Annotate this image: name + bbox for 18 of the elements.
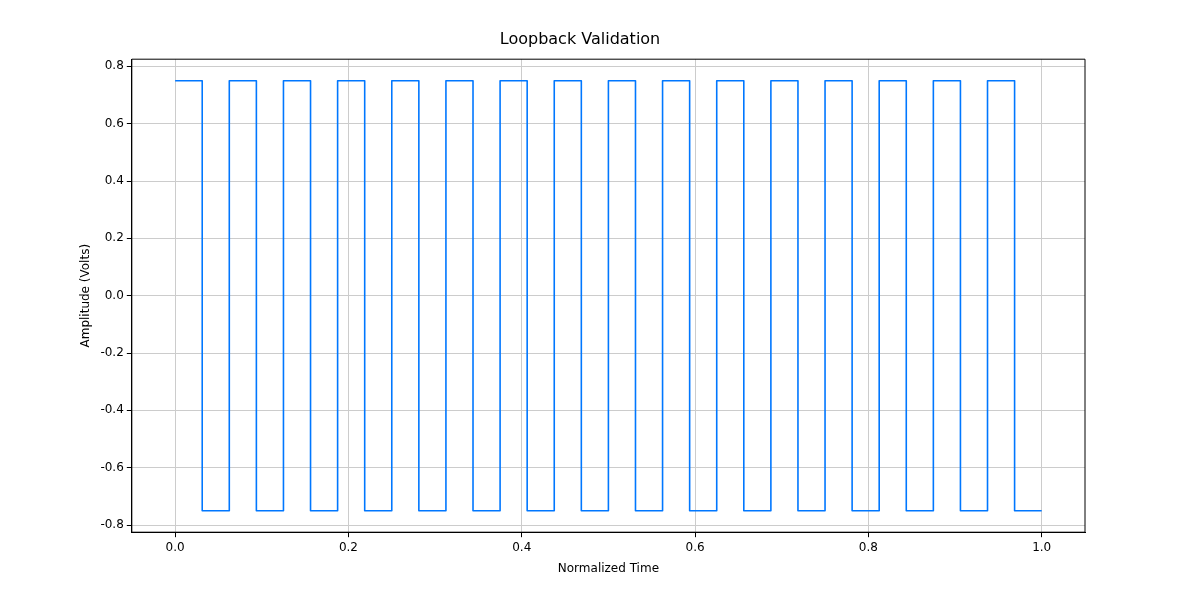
x-tick-label: 0.8 <box>858 539 878 554</box>
y-tick-label: -0.6 <box>100 459 124 474</box>
x-tick-label: 0.4 <box>512 539 532 554</box>
y-tick-label: 0.8 <box>104 58 124 73</box>
y-tick-label: 0.2 <box>104 230 124 245</box>
y-axis-title: Amplitude (Volts) <box>78 243 93 348</box>
x-tick-label: 0.2 <box>338 539 358 554</box>
chart-title: Loopback Validation <box>499 28 661 48</box>
y-tick-label: -0.8 <box>100 517 124 532</box>
y-tick-label: 0.6 <box>104 115 124 130</box>
y-tick-label: 0.0 <box>104 287 124 302</box>
x-tick-label: 0.6 <box>685 539 705 554</box>
x-tick-label: 1.0 <box>1032 539 1052 554</box>
y-tick-label: 0.4 <box>104 173 124 188</box>
x-axis-title: Normalized Time <box>557 560 660 575</box>
x-tick-label: 0.0 <box>165 539 185 554</box>
y-tick-label: -0.2 <box>100 345 124 360</box>
y-tick-label: -0.4 <box>100 402 124 417</box>
